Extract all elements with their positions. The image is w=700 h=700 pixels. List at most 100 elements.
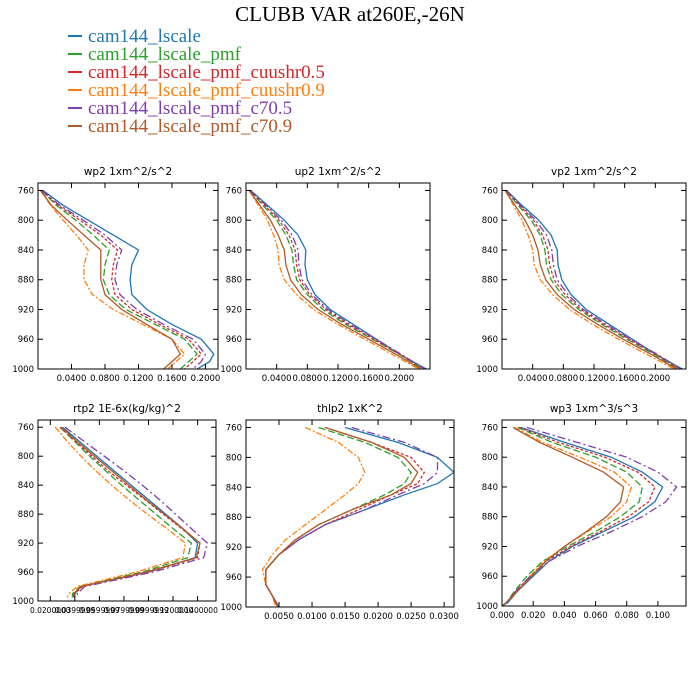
series-line bbox=[249, 189, 425, 369]
legend-entry: cam144_lscale_pmf_c70.5 bbox=[68, 98, 292, 120]
series-line bbox=[59, 426, 201, 598]
series-line bbox=[506, 189, 681, 369]
x-tick-label: 0.0300 bbox=[429, 612, 459, 622]
x-tick-label: 0.1600 bbox=[610, 374, 640, 384]
series-line bbox=[502, 426, 633, 606]
y-tick-label: 920 bbox=[18, 539, 34, 549]
series-line bbox=[39, 190, 186, 369]
series-line bbox=[62, 426, 199, 598]
plot-frame bbox=[37, 182, 219, 370]
legend-entry: cam144_lscale_pmf_c70.9 bbox=[68, 116, 292, 138]
series-line bbox=[504, 190, 678, 369]
x-tick-label: 0.000 bbox=[490, 611, 514, 621]
series-line bbox=[40, 189, 199, 369]
x-tick-label: 0.0999999 bbox=[128, 606, 169, 615]
legend-entry: cam144_lscale_pmf_cuushr0.5 bbox=[68, 62, 325, 84]
chart-panel: wp3 1xm^3/s^3 760 800 840 880 920 960 10000.000… bbox=[476, 403, 687, 621]
series-line bbox=[250, 189, 427, 369]
legend-swatch bbox=[68, 88, 82, 91]
y-tick-label: 760 bbox=[18, 186, 34, 196]
x-tick-label: 0.0100 bbox=[297, 612, 327, 622]
legend-label: cam144_lscale_pmf bbox=[88, 44, 242, 65]
y-tick-label: 840 bbox=[226, 483, 242, 493]
x-tick-label: 0.0800 bbox=[548, 374, 578, 384]
y-tick-label: 880 bbox=[482, 513, 498, 523]
y-tick-label: 960 bbox=[482, 572, 498, 582]
y-tick-label: 840 bbox=[18, 246, 34, 256]
y-tick-label: 1000 bbox=[220, 603, 242, 613]
chart-panel: rtp2 1E-6x(kg/kg)^2 760 800 840 880 920 960 100… bbox=[12, 403, 218, 615]
chart-title: thlp2 1xK^2 bbox=[317, 403, 383, 415]
legend-label: cam144_lscale_pmf_c70.9 bbox=[88, 116, 293, 137]
series-line bbox=[504, 190, 675, 369]
x-tick-label: 0.0799999 bbox=[104, 606, 145, 615]
x-tick-label: 0.0800 bbox=[292, 374, 322, 384]
series-line bbox=[265, 426, 419, 607]
x-tick-label: 0.0200 bbox=[363, 612, 393, 622]
x-tick-label: 0.0200000 bbox=[30, 606, 71, 615]
x-tick-label: 0.0250 bbox=[396, 612, 426, 622]
y-tick-label: 960 bbox=[18, 335, 34, 345]
series-line bbox=[250, 189, 425, 369]
y-tick-label: 920 bbox=[226, 305, 242, 315]
chart-panel: wp2 1xm^2/s^2 760 800 840 880 920 960 1000 0.040… bbox=[12, 166, 220, 384]
plot-frame bbox=[37, 419, 217, 602]
x-tick-label: 0.0400 bbox=[518, 374, 548, 384]
plot-frame bbox=[501, 182, 687, 370]
chart-panel: up2 1xm^2/s^2 760 800 840 880 920 960 1000 0.040… bbox=[220, 166, 431, 384]
y-tick-label: 960 bbox=[482, 335, 498, 345]
y-tick-label: 760 bbox=[226, 423, 242, 433]
series-line bbox=[248, 190, 422, 369]
y-tick-label: 1000 bbox=[476, 602, 498, 612]
y-tick-label: 880 bbox=[18, 510, 34, 520]
x-tick-label: 0.1200 bbox=[323, 374, 353, 384]
series-line bbox=[502, 426, 625, 606]
chart-title: wp2 1xm^2/s^2 bbox=[84, 166, 172, 178]
y-tick-label: 1000 bbox=[476, 365, 498, 375]
y-tick-label: 1000 bbox=[220, 365, 242, 375]
series-line bbox=[261, 426, 366, 607]
series-line bbox=[39, 190, 182, 369]
plot-frame bbox=[501, 419, 687, 607]
y-tick-label: 840 bbox=[482, 246, 498, 256]
x-tick-label: 0.2000 bbox=[191, 374, 221, 384]
y-tick-label: 920 bbox=[482, 542, 498, 552]
series-line bbox=[505, 189, 681, 369]
legend-swatch bbox=[68, 70, 82, 73]
series-line bbox=[40, 189, 203, 369]
series-line bbox=[41, 189, 207, 369]
x-tick-label: 0.1200 bbox=[124, 374, 154, 384]
y-tick-label: 800 bbox=[18, 452, 34, 462]
y-tick-label: 920 bbox=[482, 305, 498, 315]
x-tick-label: 0.0400 bbox=[57, 374, 87, 384]
legend-swatch bbox=[68, 52, 82, 55]
y-tick-label: 880 bbox=[18, 276, 34, 286]
y-tick-label: 800 bbox=[226, 453, 242, 463]
y-tick-label: 800 bbox=[18, 216, 34, 226]
legend-entry: cam144_lscale_pmf_cuushr0.9 bbox=[68, 80, 325, 102]
legend-label: cam144_lscale_pmf_cuushr0.9 bbox=[88, 80, 325, 101]
series-line bbox=[502, 426, 664, 606]
x-tick-label: 0.1400000 bbox=[177, 606, 218, 615]
x-tick-label: 0.0800 bbox=[90, 374, 120, 384]
x-tick-label: 0.0150 bbox=[330, 612, 360, 622]
legend-label: cam144_lscale bbox=[88, 26, 201, 47]
y-tick-label: 760 bbox=[226, 186, 242, 196]
y-tick-label: 960 bbox=[18, 568, 34, 578]
x-tick-label: 0.0050 bbox=[264, 612, 294, 622]
x-tick-label: 0.2000 bbox=[384, 374, 414, 384]
x-tick-label: 0.060 bbox=[583, 611, 607, 621]
y-tick-label: 880 bbox=[226, 513, 242, 523]
series-line bbox=[249, 189, 423, 369]
series-line bbox=[265, 426, 454, 607]
y-tick-label: 800 bbox=[482, 216, 498, 226]
y-tick-label: 760 bbox=[482, 423, 498, 433]
series-line bbox=[60, 426, 201, 598]
series-line bbox=[502, 426, 644, 606]
y-tick-label: 1000 bbox=[12, 365, 34, 375]
y-tick-label: 920 bbox=[226, 543, 242, 553]
figure-title: CLUBB VAR at260E,-26N bbox=[235, 2, 465, 26]
chart-title: up2 1xm^2/s^2 bbox=[295, 166, 381, 178]
